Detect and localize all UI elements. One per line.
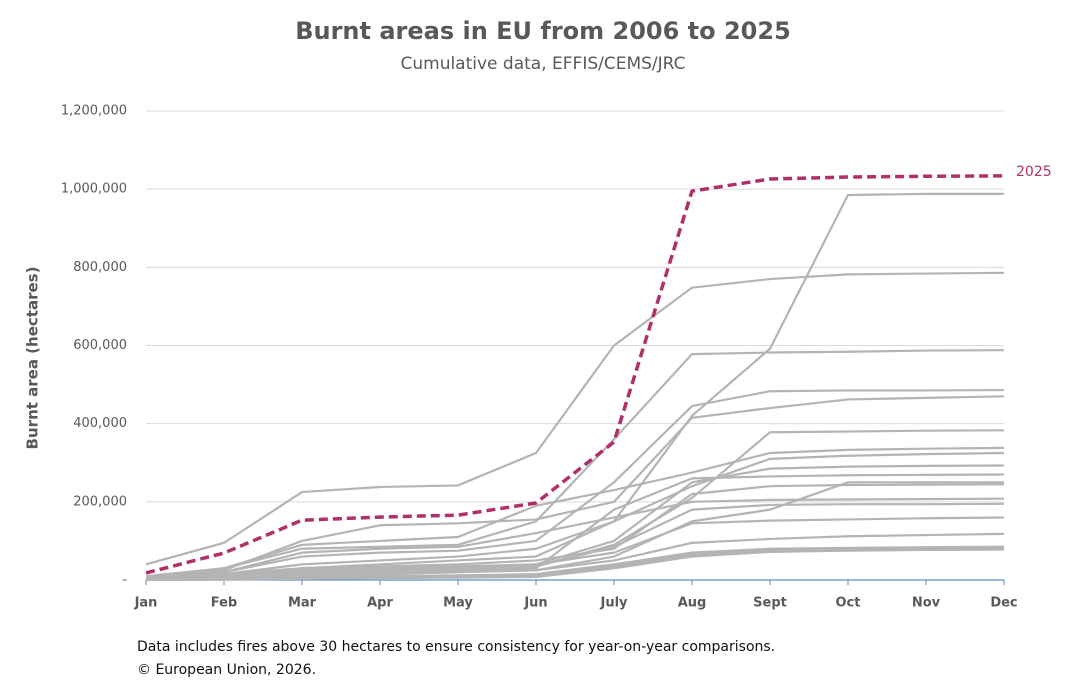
series-line xyxy=(145,483,1005,581)
chart-subtitle: Cumulative data, EFFIS/CEMS/JRC xyxy=(400,54,685,74)
x-tick-label: Sept xyxy=(753,596,787,611)
x-tick-label: Nov xyxy=(912,596,941,611)
series-line xyxy=(145,271,1005,566)
series-line xyxy=(145,451,1005,580)
y-tick-label: 200,000 xyxy=(73,494,127,509)
x-tick-label: May xyxy=(443,596,473,611)
series-line xyxy=(145,395,1005,580)
x-tick-label: Oct xyxy=(836,596,861,611)
series-line xyxy=(145,532,1005,581)
y-tick-label: 400,000 xyxy=(73,416,127,431)
y-tick-label: - xyxy=(122,573,127,588)
x-tick-label: Jan xyxy=(134,596,158,611)
x-tick-label: Dec xyxy=(990,596,1017,611)
series-label: 2025 xyxy=(1016,164,1052,180)
series-line xyxy=(145,349,1005,578)
footnote: Data includes fires above 30 hectares to… xyxy=(137,639,775,655)
x-tick-label: Aug xyxy=(678,596,707,611)
series-line xyxy=(145,464,1005,581)
series-line xyxy=(145,497,1005,580)
x-tick-label: Jun xyxy=(523,596,547,611)
y-tick-label: 600,000 xyxy=(73,338,127,353)
x-tick-label: Mar xyxy=(288,596,317,611)
x-tick-label: July xyxy=(599,596,628,611)
x-tick-label: Apr xyxy=(367,596,393,611)
chart-title: Burnt areas in EU from 2006 to 2025 xyxy=(295,17,791,45)
footnote: © European Union, 2026. xyxy=(137,662,316,678)
x-tick-label: Feb xyxy=(211,596,237,611)
series-line xyxy=(145,192,1004,580)
y-axis-title: Burnt area (hectares) xyxy=(24,267,42,450)
series-line xyxy=(145,174,1005,575)
series-line xyxy=(145,446,1005,580)
series-line xyxy=(145,548,1005,581)
y-tick-label: 800,000 xyxy=(73,260,127,275)
y-tick-label: 1,000,000 xyxy=(61,182,127,197)
series-line xyxy=(145,516,1005,581)
y-tick-label: 1,200,000 xyxy=(61,104,127,119)
